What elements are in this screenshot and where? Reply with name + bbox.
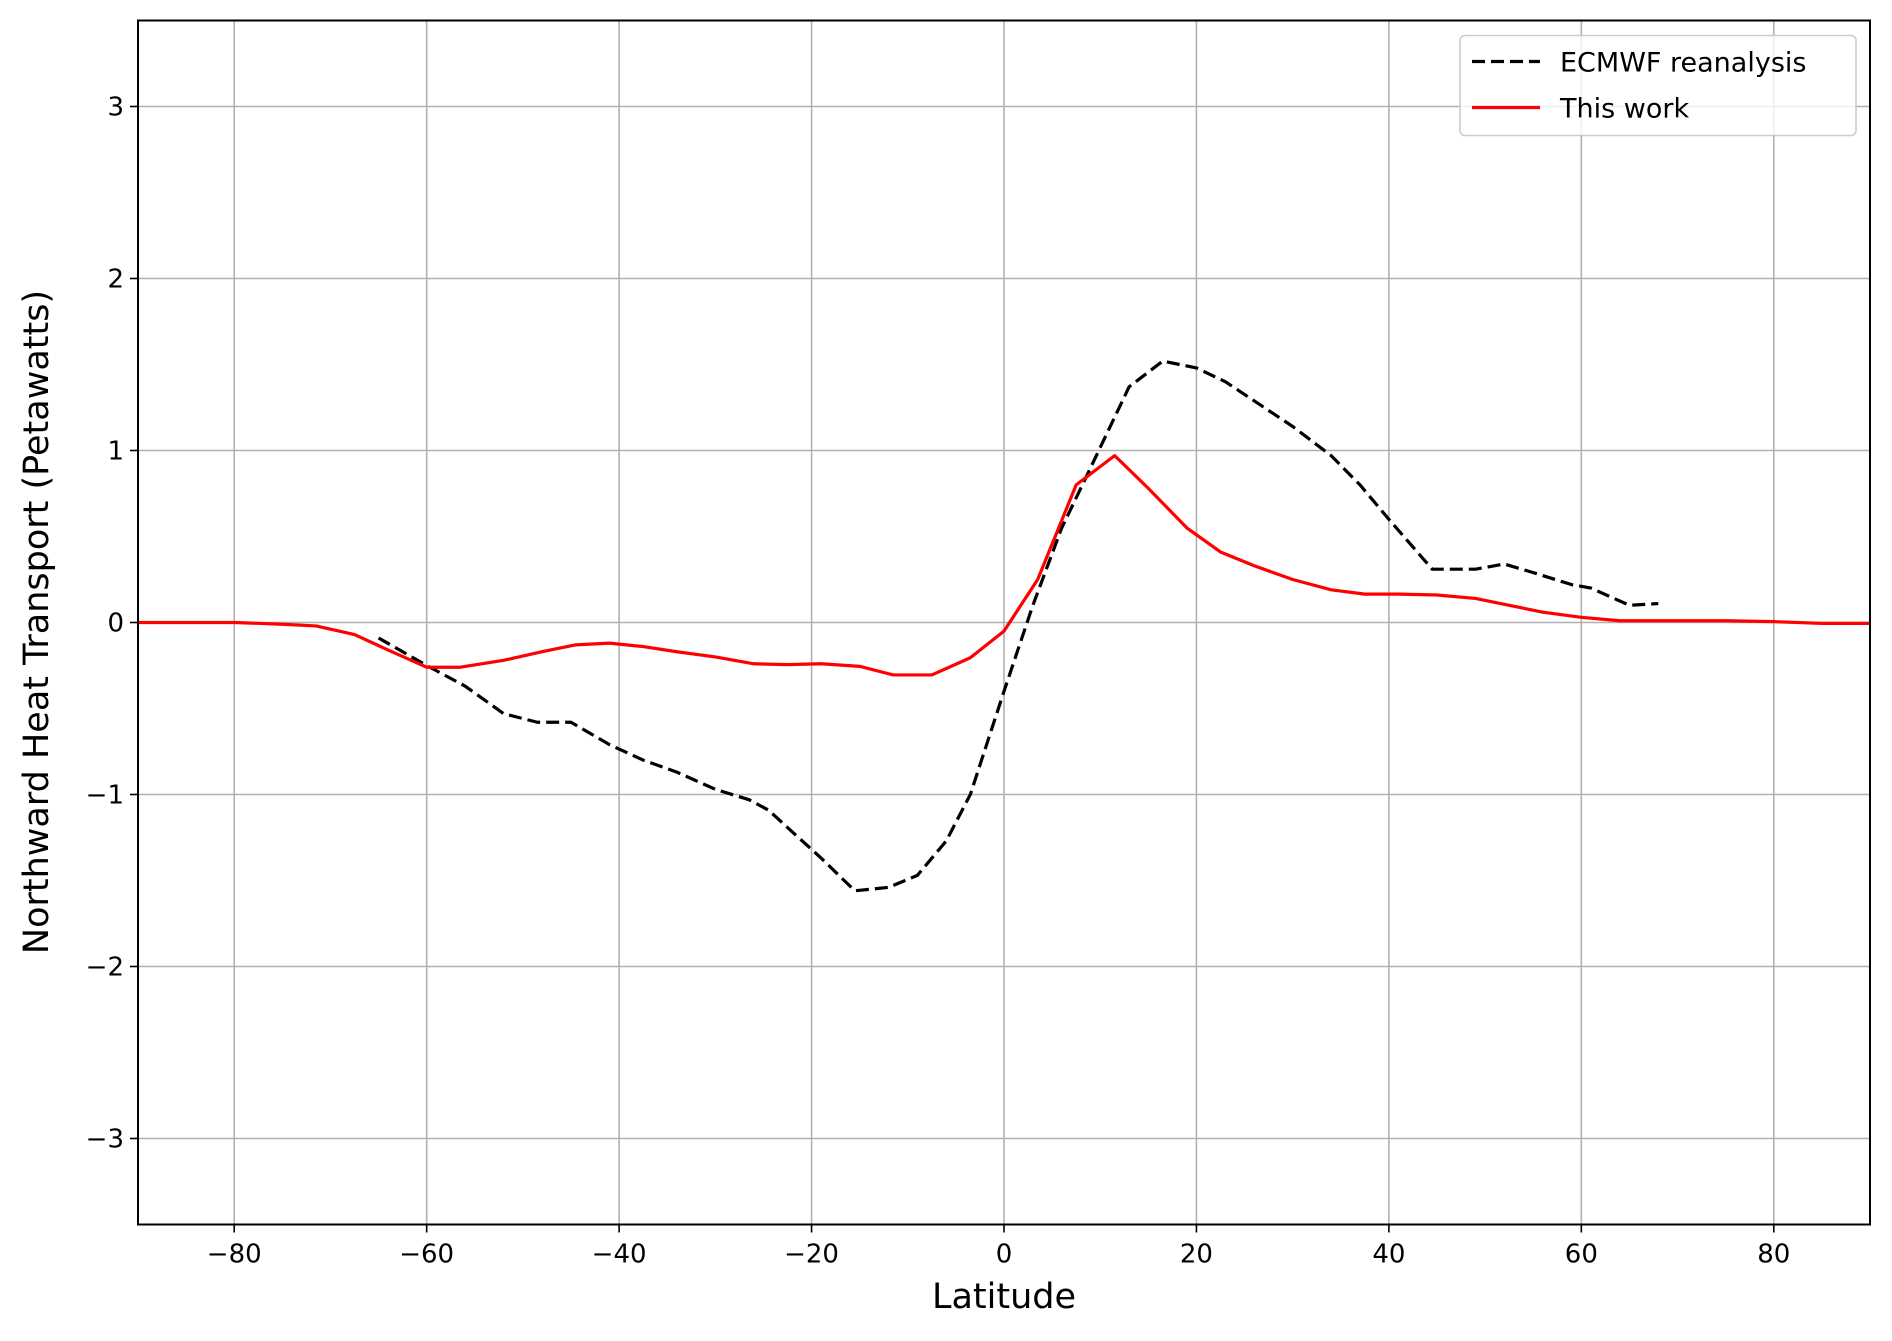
grid [138, 20, 1870, 1225]
series-line [138, 454, 1870, 677]
x-tick-label: −60 [399, 1240, 454, 1270]
legend-label: ECMWF reanalysis [1560, 48, 1806, 79]
x-tick-label: 20 [1180, 1240, 1213, 1270]
x-tick-label: 0 [996, 1240, 1013, 1270]
x-tick-label: −20 [784, 1240, 839, 1270]
y-tick-label: 3 [107, 93, 124, 123]
y-tick-label: 1 [107, 437, 124, 467]
plot-lines [138, 359, 1870, 893]
y-tick-label: −2 [86, 953, 124, 983]
y-axis-label: Northward Heat Transport (Petawatts) [17, 290, 57, 954]
legend-label: This work [1559, 94, 1689, 125]
y-tick-label: −1 [86, 781, 124, 811]
x-tick-label: 40 [1372, 1240, 1405, 1270]
y-tick-label: 2 [107, 265, 124, 295]
legend: ECMWF reanalysis This work [1459, 34, 1857, 137]
series-line [377, 359, 1659, 893]
y-tick-label: 0 [107, 609, 124, 639]
x-tick-label: −40 [592, 1240, 647, 1270]
x-tick-label: −80 [207, 1240, 262, 1270]
ticks: −80 −60 −40 −20 0 20 40 60 80 −3 −2 −1 0 1 2 3 [86, 93, 1791, 1270]
legend-box [1459, 34, 1857, 137]
y-tick-label: −3 [86, 1125, 124, 1155]
x-axis-label: Latitude [932, 1277, 1076, 1317]
x-tick-label: 80 [1757, 1240, 1790, 1270]
x-tick-label: 60 [1565, 1240, 1598, 1270]
